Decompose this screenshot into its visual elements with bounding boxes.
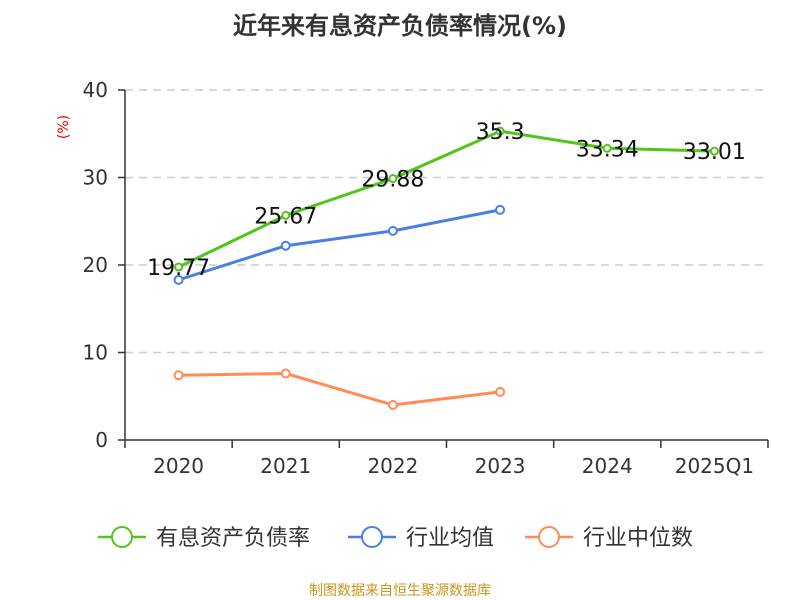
x-tick-label: 2024 [582,454,633,478]
y-tick-label: 40 [83,78,108,102]
x-tick-label: 2022 [367,454,418,478]
data-point [387,400,398,410]
x-tick-label: 2025Q1 [675,454,754,478]
y-tick-label: 20 [83,253,108,277]
legend-marker [111,526,133,548]
source-note: 制图数据来自恒生聚源数据库 [309,583,491,599]
data-point [388,174,398,184]
data-point [709,146,719,156]
series-line [178,371,501,407]
y-tick-label: 0 [95,428,108,452]
data-point [280,368,291,379]
data-label: 29.88 [361,168,424,193]
series-line [178,208,501,282]
series-line [177,129,715,269]
data-point [495,126,505,136]
data-point [387,225,398,236]
y-axis-label: (%) [56,115,72,139]
data-point [173,274,184,285]
y-tick-label: 10 [83,341,108,365]
legend-label: 行业均值 [406,526,494,551]
legend-marker [538,526,560,548]
data-label: 35.3 [476,120,525,145]
legend-label: 有息资产负债率 [156,526,310,551]
data-point [495,204,506,215]
y-tick-label: 30 [83,166,108,190]
data-point [495,386,506,397]
data-point [173,370,184,381]
chart-title: 近年来有息资产负债率情况(%) [233,12,567,40]
x-tick-label: 2020 [153,454,204,478]
data-point [174,262,184,272]
x-tick-label: 2023 [475,454,526,478]
x-tick-label: 2021 [260,454,311,478]
legend-label: 行业中位数 [583,526,693,551]
data-label: 25.67 [254,204,317,229]
data-point [280,240,291,251]
data-label: 33.01 [683,140,746,165]
data-point [602,143,612,153]
data-label: 33.34 [576,137,639,162]
legend-marker [361,526,383,548]
data-point [281,210,291,220]
